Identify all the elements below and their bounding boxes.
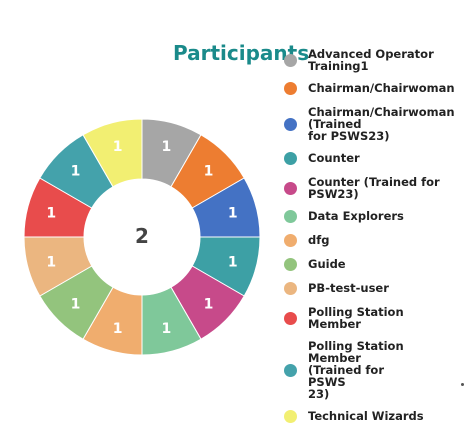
legend-swatch-icon — [284, 311, 297, 325]
legend-label: Guide — [308, 257, 346, 271]
legend-swatch-icon — [284, 151, 297, 165]
slice-value-label: 1 — [71, 164, 81, 180]
legend-swatch-icon — [284, 409, 297, 423]
legend-swatch-icon — [284, 117, 297, 131]
legend-label: Counter (Trained for PSW23) — [308, 175, 440, 201]
legend-label: dfg — [308, 233, 330, 247]
legend: Advanced Operator Training1 Chairman/Chai… — [284, 0, 466, 437]
legend-label: Advanced Operator Training1 — [308, 47, 434, 73]
donut-chart: 1 1 1 1 1 1 1 1 1 1 1 1 2 — [23, 118, 261, 356]
legend-label: Technical Wizards — [308, 409, 424, 423]
legend-label: Polling Station Member — [308, 305, 404, 331]
legend-item[interactable]: dfg — [284, 233, 466, 247]
legend-label: Chairman/Chairwoman — [308, 81, 455, 95]
legend-label: Counter — [308, 151, 360, 165]
legend-swatch-icon — [284, 181, 297, 195]
slice-value-label: 1 — [71, 296, 81, 312]
legend-item[interactable]: Counter — [284, 151, 466, 165]
legend-swatch-icon — [284, 281, 297, 295]
slice-value-label: 1 — [113, 321, 123, 337]
legend-label: PB-test-user — [308, 281, 389, 295]
legend-swatch-icon — [284, 363, 297, 377]
legend-item[interactable]: Polling Station Member — [284, 306, 466, 330]
slice-value-label: 1 — [204, 296, 214, 312]
slice-value-label: 1 — [228, 254, 238, 270]
legend-item[interactable]: PB-test-user — [284, 281, 466, 295]
legend-swatch-icon — [284, 233, 297, 247]
legend-label: Data Explorers — [308, 209, 404, 223]
slice-value-label: 1 — [46, 254, 56, 270]
legend-item[interactable]: Chairman/Chairwoman — [284, 81, 466, 95]
legend-swatch-icon — [284, 257, 297, 271]
legend-label: Chairman/Chairwoman (Trained for PSWS23) — [308, 105, 455, 143]
slice-value-label: 1 — [204, 164, 214, 180]
legend-swatch-icon — [284, 81, 297, 95]
slice-value-label: 1 — [161, 139, 171, 155]
legend-item[interactable]: Chairman/Chairwoman (Trained for PSWS23) — [284, 106, 466, 142]
legend-label: Polling Station Member (Trained for PSWS… — [308, 339, 404, 401]
slice-value-label: 1 — [46, 206, 56, 222]
legend-item[interactable]: Technical Wizards — [284, 409, 466, 423]
legend-item[interactable]: Counter (Trained for PSW23) — [284, 176, 466, 200]
center-total-label: 2 — [135, 224, 149, 248]
stray-dot — [461, 383, 464, 386]
legend-item[interactable]: Advanced Operator Training1 — [284, 48, 466, 72]
slice-value-label: 1 — [113, 139, 123, 155]
legend-swatch-icon — [284, 209, 297, 223]
legend-item[interactable]: Polling Station Member (Trained for PSWS… — [284, 340, 466, 400]
legend-item[interactable]: Guide — [284, 257, 466, 271]
slice-value-label: 1 — [161, 321, 171, 337]
legend-item[interactable]: Data Explorers — [284, 209, 466, 223]
donut-slice[interactable] — [82, 118, 143, 188]
legend-swatch-icon — [284, 53, 297, 67]
slice-value-label: 1 — [228, 206, 238, 222]
